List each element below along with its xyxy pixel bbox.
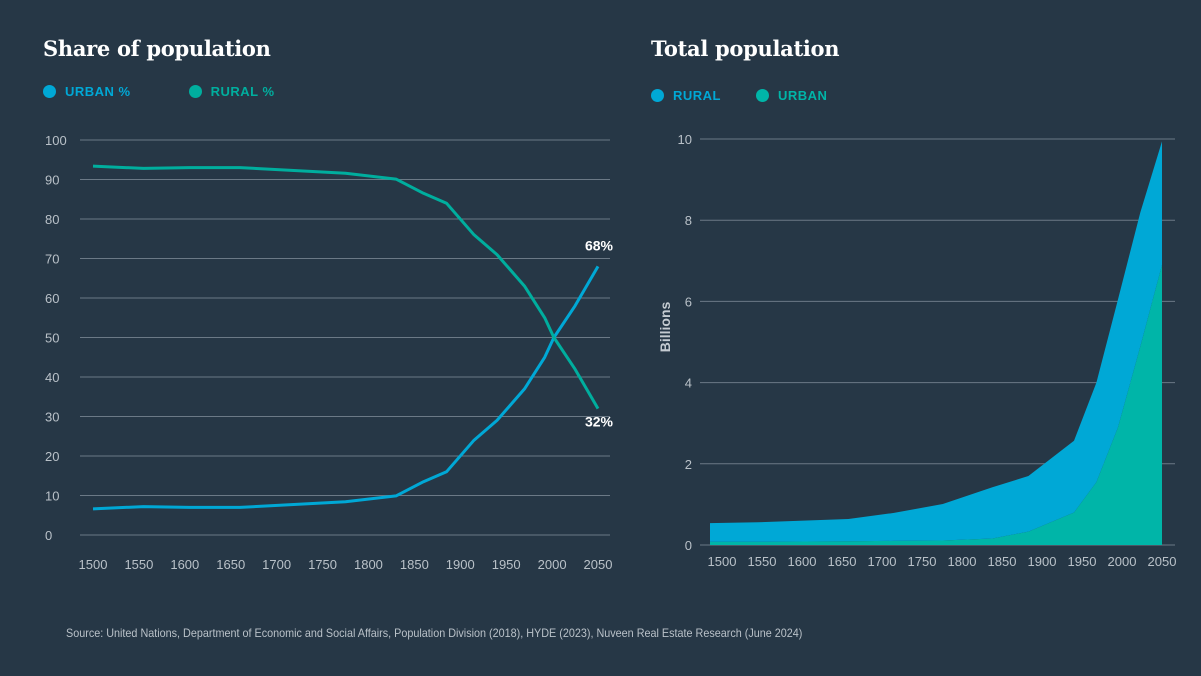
urban-dot-icon [43,85,56,98]
legend-label: RURAL % [210,84,275,99]
x-tick-label: 1800 [948,554,977,569]
x-tick-label: 2050 [1148,554,1177,569]
source-note: Source: United Nations, Department of Ec… [66,626,803,640]
x-tick-label: 1550 [124,557,153,572]
x-tick-label: 1600 [170,557,199,572]
y-tick-label: 20 [45,449,59,464]
area-rural [710,141,1162,542]
y-tick-label: 80 [45,212,59,227]
x-tick-label: 2000 [538,557,567,572]
x-tick-label: 2050 [584,557,613,572]
left-chart-legend: URBAN % RURAL % [43,84,333,99]
y-tick-label: 60 [45,291,59,306]
area-urban [710,264,1162,545]
y-tick-label: 6 [685,294,692,309]
y-tick-label: 0 [45,528,52,543]
y-tick-label: 10 [678,132,692,147]
x-tick-label: 1800 [354,557,383,572]
y-tick-label: 10 [45,489,59,504]
x-tick-label: 1950 [1068,554,1097,569]
x-tick-label: 1500 [708,554,737,569]
x-tick-label: 1650 [216,557,245,572]
legend-label: RURAL [673,88,721,103]
y-tick-label: 50 [45,331,59,346]
x-tick-label: 1600 [788,554,817,569]
rural-dot-icon [651,89,664,102]
y-axis-label: Billions [657,302,673,353]
y-tick-label: 40 [45,370,59,385]
x-tick-label: 1550 [748,554,777,569]
y-tick-label: 100 [45,133,67,148]
x-tick-label: 1900 [446,557,475,572]
legend-item-urban: URBAN % [43,84,131,99]
x-tick-label: 1750 [908,554,937,569]
urban-dot-icon [756,89,769,102]
x-tick-label: 2000 [1108,554,1137,569]
series-line-urban [92,265,600,511]
x-tick-label: 1900 [1028,554,1057,569]
left-chart-title: Share of population [43,36,271,61]
x-tick-label: 1650 [828,554,857,569]
x-tick-label: 1700 [868,554,897,569]
x-tick-label: 1500 [79,557,108,572]
x-tick-label: 1950 [492,557,521,572]
urban-end-label: 68% [585,237,614,253]
x-tick-label: 1850 [988,554,1017,569]
legend-label: URBAN [778,88,828,103]
rural-dot-icon [188,85,202,98]
y-tick-label: 90 [45,173,59,188]
legend-label: URBAN % [65,84,131,99]
y-tick-label: 8 [685,213,692,228]
right-chart-legend: RURAL URBAN [651,88,885,103]
legend-item-rural: RURAL [651,88,721,103]
y-tick-label: 4 [685,376,692,391]
y-tick-label: 0 [685,538,692,553]
y-tick-label: 30 [45,410,59,425]
rural-end-label: 32% [585,414,614,430]
series-line-rural [92,164,600,410]
x-tick-label: 1850 [400,557,429,572]
y-tick-label: 2 [685,457,692,472]
legend-item-rural: RURAL % [188,84,275,99]
right-chart-title: Total population [651,36,840,61]
x-tick-label: 1700 [262,557,291,572]
x-tick-label: 1750 [308,557,337,572]
legend-item-urban: URBAN [756,88,827,103]
y-tick-label: 70 [45,252,59,267]
